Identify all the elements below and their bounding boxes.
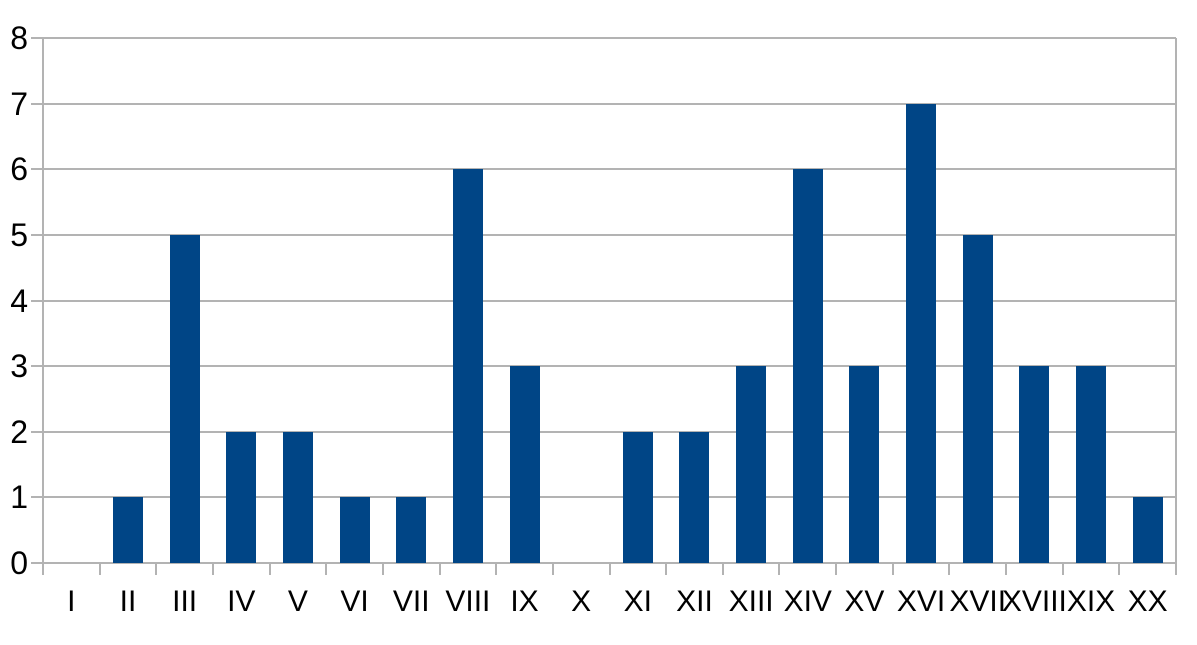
x-axis-tick <box>98 563 101 575</box>
gridline-y-0 <box>31 562 1176 564</box>
gridline-y-5 <box>31 233 1176 236</box>
x-axis-tick <box>1118 563 1121 575</box>
x-axis-tick <box>891 563 894 575</box>
bar-XII <box>679 431 710 563</box>
x-axis-label-XVIII: XVIII <box>1001 585 1067 618</box>
x-axis-tick <box>721 563 724 575</box>
x-axis-tick <box>948 563 951 575</box>
gridline-y-6 <box>31 168 1176 171</box>
bar-XIII <box>736 366 767 563</box>
x-axis-label-X: X <box>571 585 592 618</box>
x-axis-tick <box>268 563 271 575</box>
y-axis-label-0: 0 <box>10 545 28 581</box>
x-axis-tick <box>438 563 441 575</box>
y-axis-label-1: 1 <box>10 479 28 516</box>
bar-V <box>282 431 313 563</box>
x-axis-label-XIII: XIII <box>728 585 774 618</box>
x-axis-tick <box>551 563 554 575</box>
x-axis-label-IV: IV <box>227 585 256 618</box>
bar-XVIII <box>1019 366 1050 563</box>
bar-XX <box>1132 497 1163 563</box>
x-axis-label-VIII: VIII <box>445 585 491 618</box>
y-axis-label-2: 2 <box>10 413 28 450</box>
gridline-y-3 <box>31 365 1176 368</box>
gridline-y-4 <box>31 299 1176 302</box>
x-axis-tick <box>835 563 838 575</box>
x-axis-label-IX: IX <box>510 585 539 618</box>
x-axis-label-I: I <box>67 585 76 618</box>
x-axis-tick <box>155 563 158 575</box>
bar-XIV <box>792 169 823 563</box>
y-axis-label-8: 8 <box>10 20 28 56</box>
bar-IV <box>226 431 257 563</box>
gridline-y-2 <box>31 430 1176 433</box>
bar-XIX <box>1076 366 1107 563</box>
x-axis-tick <box>778 563 781 575</box>
x-axis-label-XVII: XVII <box>949 585 1007 618</box>
y-axis-line <box>42 38 44 575</box>
bar-XVII <box>962 234 993 563</box>
gridline-y-7 <box>31 102 1176 105</box>
y-axis-label-3: 3 <box>10 348 28 385</box>
x-axis-label-XIV: XIV <box>783 585 832 618</box>
x-axis-tick <box>381 563 384 575</box>
x-axis-tick <box>1061 563 1064 575</box>
bar-XI <box>622 431 653 563</box>
plot-right-border-line <box>1175 38 1177 575</box>
x-axis-label-XX: XX <box>1127 585 1168 618</box>
y-axis-label-5: 5 <box>10 216 28 253</box>
x-axis-label-XI: XI <box>623 585 652 618</box>
x-axis-label-XIX: XIX <box>1066 585 1116 618</box>
x-axis-tick <box>1005 563 1008 575</box>
bar-XVI <box>906 103 937 563</box>
x-axis-tick <box>211 563 214 575</box>
gridline-y-1 <box>31 496 1176 499</box>
x-axis-tick <box>665 563 668 575</box>
x-axis-label-XII: XII <box>676 585 713 618</box>
y-axis-label-6: 6 <box>10 151 28 188</box>
bar-IX <box>509 366 540 563</box>
x-axis-label-XV: XV <box>844 585 885 618</box>
x-axis-label-III: III <box>172 585 198 618</box>
x-axis-label-V: V <box>287 585 308 618</box>
x-axis-label-XVI: XVI <box>896 585 946 618</box>
bar-XV <box>849 366 880 563</box>
x-axis-tick <box>325 563 328 575</box>
x-axis-tick <box>608 563 611 575</box>
bar-VI <box>339 497 370 563</box>
bar-VIII <box>452 169 483 563</box>
bar-III <box>169 234 200 563</box>
y-axis-label-4: 4 <box>10 282 28 319</box>
gridline-y-8 <box>31 37 1176 39</box>
x-axis-label-VI: VI <box>340 585 369 618</box>
x-axis-label-VII: VII <box>392 585 430 618</box>
y-axis-label-7: 7 <box>10 85 28 122</box>
bar-II <box>112 497 143 563</box>
x-axis-tick <box>495 563 498 575</box>
bar-VII <box>396 497 427 563</box>
x-axis-label-II: II <box>119 585 137 618</box>
